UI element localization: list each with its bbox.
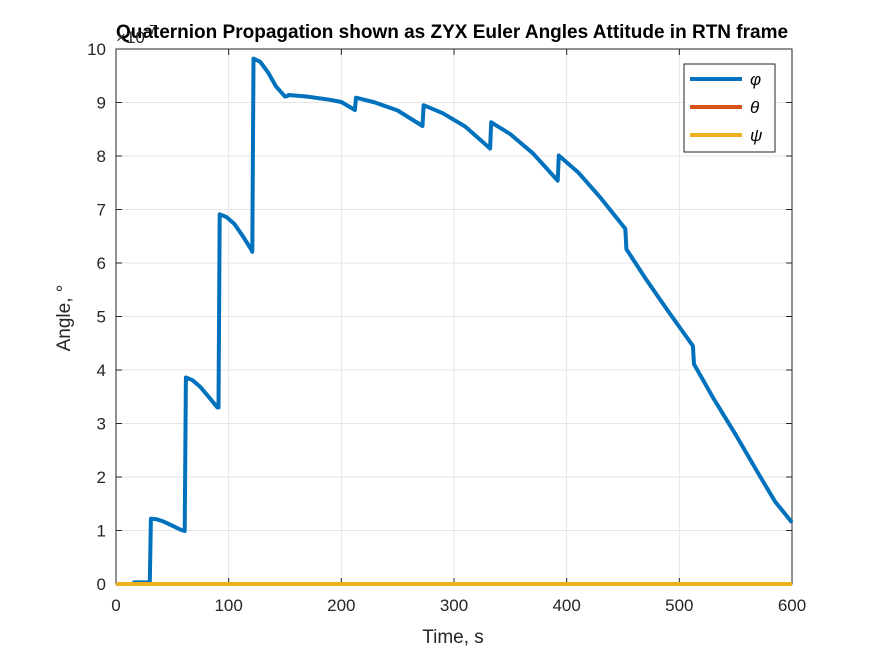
x-axis-ticks: 0 100 200 300 400 500 600 <box>111 49 806 615</box>
y-tick-label: 3 <box>97 415 106 434</box>
x-axis-label: Time, s <box>422 627 484 648</box>
legend-label-1: φ <box>750 70 761 89</box>
y-tick-label: 6 <box>97 254 106 273</box>
legend[interactable]: φθψ <box>683 63 776 153</box>
chart-title: Quaternion Propagation shown as ZYX Eule… <box>116 22 788 43</box>
y-tick-label: 8 <box>97 147 106 166</box>
x-tick-label: 100 <box>214 596 242 615</box>
series <box>116 56 794 586</box>
y-exponent-base: ×10 <box>116 28 145 47</box>
y-tick-label: 2 <box>97 468 106 487</box>
y-tick-label: 7 <box>97 201 106 220</box>
x-tick-label: 0 <box>111 596 120 615</box>
x-tick-label: 500 <box>665 596 693 615</box>
legend-label-2: θ <box>750 98 760 117</box>
x-tick-label: 200 <box>327 596 355 615</box>
x-tick-label: 400 <box>552 596 580 615</box>
y-tick-label: 4 <box>97 361 106 380</box>
x-tick-label: 300 <box>440 596 468 615</box>
x-tick-label: 600 <box>778 596 806 615</box>
y-tick-label: 5 <box>97 308 106 327</box>
y-axis-ticks: 0 1 2 3 4 5 6 7 8 9 10 <box>87 40 792 594</box>
y-tick-label: 10 <box>87 40 106 59</box>
y-exponent-power: -7 <box>145 22 157 37</box>
series-line-1 <box>116 56 794 586</box>
y-exponent-label: ×10-7 <box>116 22 156 47</box>
y-axis-label: Angle, ° <box>54 285 75 352</box>
y-tick-label: 0 <box>97 575 106 594</box>
legend-label-3: ψ <box>750 126 762 145</box>
y-tick-label: 9 <box>97 94 106 113</box>
y-tick-label: 1 <box>97 522 106 541</box>
